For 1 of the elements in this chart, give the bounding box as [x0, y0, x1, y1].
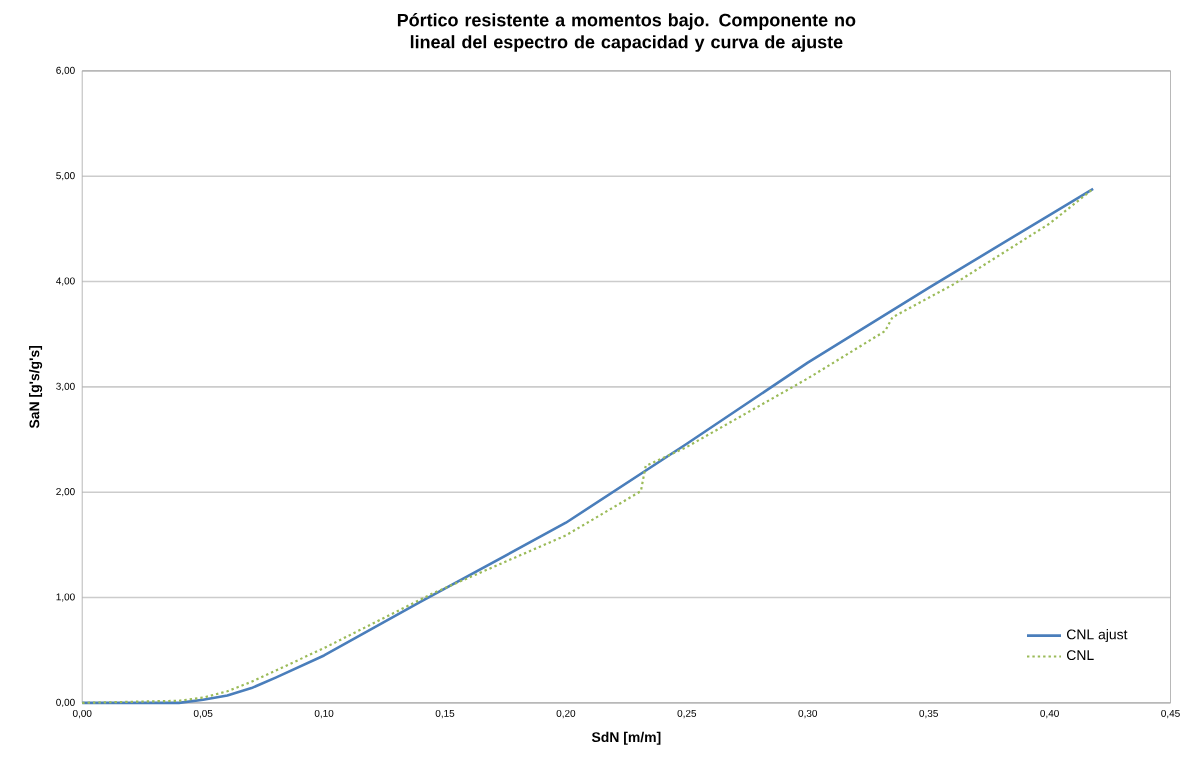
- chart-title: Pórtico resistente a momentos bajo. Componente no lineal del espectro de capacidad y curva de ajuste: [397, 12, 856, 52]
